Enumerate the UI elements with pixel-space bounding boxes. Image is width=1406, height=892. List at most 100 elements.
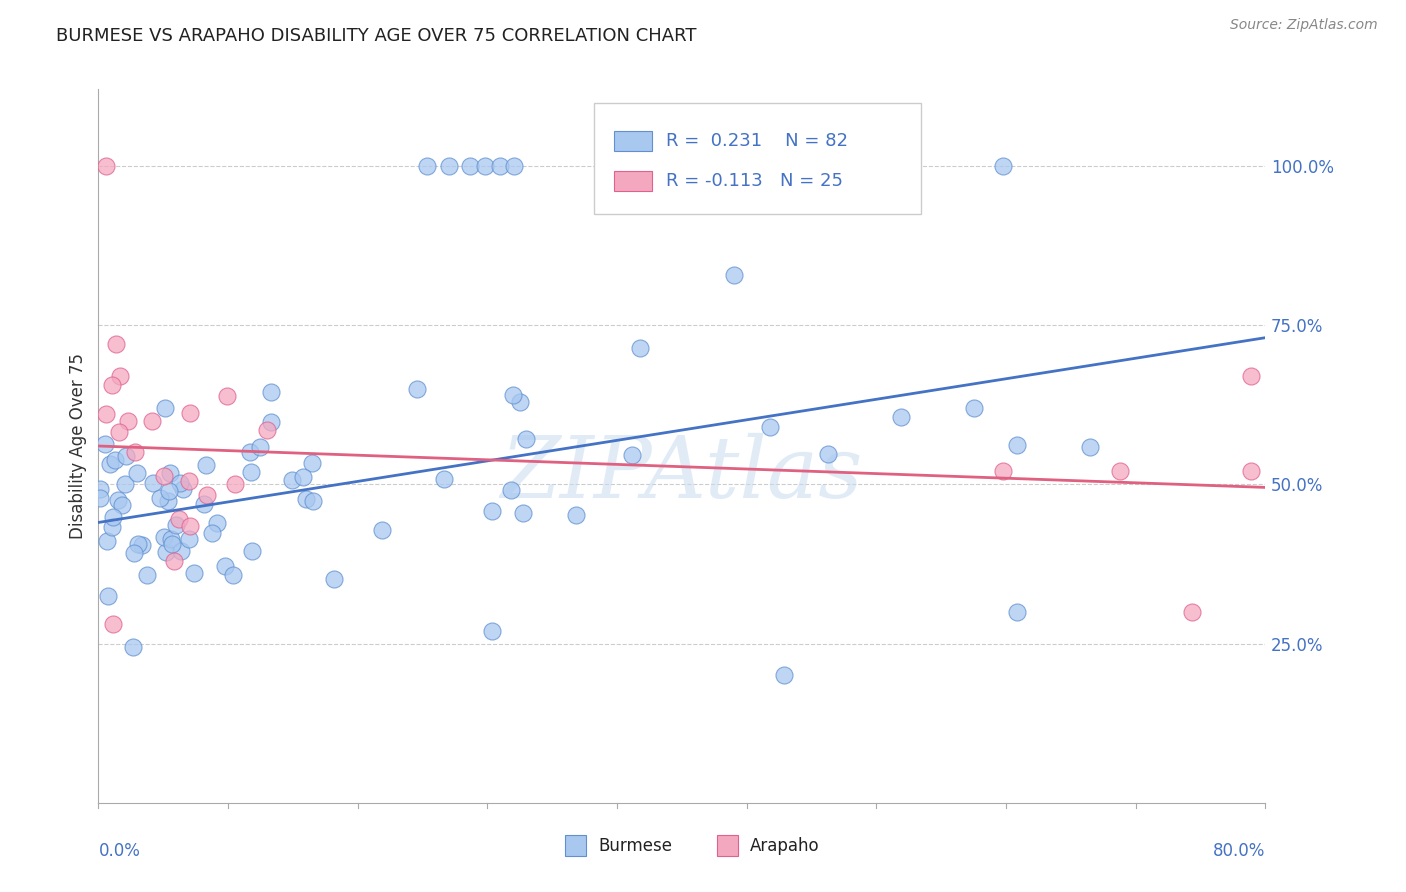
Point [759, 420, 782, 434]
Point [817, 447, 839, 461]
Point [117, 413, 139, 427]
Text: 80.0%: 80.0% [1213, 842, 1265, 860]
Point [415, 159, 437, 173]
Bar [614, 131, 651, 152]
Point [260, 384, 283, 399]
Point [149, 491, 172, 505]
Point [183, 566, 205, 581]
Point [159, 467, 181, 481]
Point [153, 530, 176, 544]
Text: 0.0%: 0.0% [98, 842, 141, 860]
Point [503, 159, 526, 173]
Point [97, 589, 120, 603]
Point [179, 518, 201, 533]
Point [142, 476, 165, 491]
Point [103, 509, 125, 524]
Point [509, 395, 531, 409]
Point [620, 449, 643, 463]
Point [1080, 440, 1102, 454]
Point [1240, 465, 1263, 479]
Point [512, 506, 534, 520]
Point [98, 457, 121, 471]
Bar [717, 835, 738, 856]
Point [474, 159, 496, 173]
Point [1181, 605, 1204, 619]
Point [371, 523, 394, 537]
Point [153, 469, 176, 483]
Point [96, 407, 118, 421]
Point [991, 465, 1014, 479]
Point [108, 425, 131, 439]
Point [1007, 438, 1029, 452]
Point [962, 401, 984, 415]
Point [773, 668, 796, 682]
Point [100, 377, 122, 392]
Point [437, 159, 460, 173]
Point [131, 538, 153, 552]
Point [114, 477, 136, 491]
Point [195, 488, 218, 502]
Point [502, 388, 524, 402]
FancyBboxPatch shape [595, 103, 921, 214]
Point [93, 436, 115, 450]
Point [499, 483, 522, 498]
Point [481, 504, 503, 518]
Point [628, 342, 651, 356]
Point [460, 159, 482, 173]
Point [224, 476, 246, 491]
Point [1007, 605, 1029, 619]
Point [104, 337, 127, 351]
Point [127, 536, 149, 550]
Text: Burmese: Burmese [598, 837, 672, 855]
Point [107, 493, 129, 508]
Point [177, 532, 200, 546]
Point [114, 449, 136, 463]
Point [564, 508, 586, 522]
Point [179, 406, 201, 420]
Point [1108, 465, 1130, 479]
Point [111, 498, 134, 512]
Point [292, 470, 315, 484]
Point [160, 537, 183, 551]
Point [89, 491, 111, 505]
Point [240, 465, 263, 479]
Point [169, 512, 191, 526]
Point [323, 572, 346, 586]
Point [259, 415, 281, 429]
Point [101, 617, 124, 632]
Point [136, 567, 159, 582]
Point [890, 409, 912, 424]
Point [100, 519, 122, 533]
Text: BURMESE VS ARAPAHO DISABILITY AGE OVER 75 CORRELATION CHART: BURMESE VS ARAPAHO DISABILITY AGE OVER 7… [56, 27, 697, 45]
Point [295, 492, 318, 507]
Point [156, 493, 179, 508]
Point [488, 159, 510, 173]
Point [723, 268, 745, 282]
Text: R = -0.113   N = 25: R = -0.113 N = 25 [665, 171, 842, 189]
Point [200, 526, 222, 541]
Point [301, 456, 323, 470]
Text: ZIPAtlas: ZIPAtlas [501, 434, 863, 516]
Y-axis label: Disability Age Over 75: Disability Age Over 75 [69, 353, 87, 539]
Point [280, 473, 302, 487]
Text: Source: ZipAtlas.com: Source: ZipAtlas.com [1230, 18, 1378, 32]
Point [194, 458, 217, 472]
Point [256, 423, 278, 437]
Point [207, 516, 229, 530]
Point [155, 544, 177, 558]
Point [481, 624, 503, 638]
Point [124, 445, 146, 459]
Point [104, 452, 127, 467]
Point [1240, 369, 1263, 384]
Text: R =  0.231    N = 82: R = 0.231 N = 82 [665, 132, 848, 150]
Bar [565, 835, 586, 856]
Point [302, 494, 325, 508]
Point [110, 368, 132, 383]
Point [177, 474, 200, 488]
Point [121, 640, 143, 654]
Point [172, 482, 194, 496]
Point [165, 517, 187, 532]
Point [141, 414, 163, 428]
Point [122, 546, 145, 560]
Point [214, 559, 236, 574]
